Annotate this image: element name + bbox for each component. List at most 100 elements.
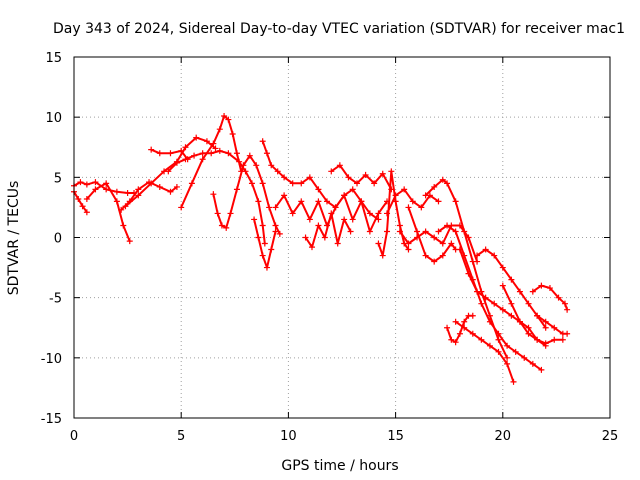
data-point bbox=[512, 348, 519, 355]
data-point bbox=[233, 186, 240, 193]
data-point bbox=[328, 168, 335, 175]
axis-ticks: 0 5 10 15 20 25 -15 -10 -5 0 5 10 15 bbox=[41, 51, 619, 444]
data-point bbox=[469, 258, 476, 265]
series-trace bbox=[454, 320, 515, 383]
x-tick-label: 10 bbox=[280, 429, 297, 444]
y-tick-label: 10 bbox=[45, 111, 62, 126]
data-point bbox=[261, 240, 268, 247]
data-point bbox=[478, 336, 485, 343]
data-point bbox=[79, 203, 86, 210]
y-tick-label: 15 bbox=[45, 51, 62, 66]
data-point bbox=[126, 238, 133, 245]
series-trace bbox=[304, 212, 352, 249]
data-point bbox=[504, 354, 511, 361]
data-point bbox=[281, 174, 288, 181]
data-point bbox=[315, 186, 322, 193]
series-trace bbox=[501, 284, 547, 347]
data-point bbox=[210, 140, 217, 147]
data-point bbox=[113, 198, 120, 205]
data-point bbox=[315, 222, 322, 229]
data-point bbox=[508, 300, 515, 307]
series-arc-8 bbox=[178, 112, 245, 211]
data-point bbox=[405, 240, 412, 247]
data-point bbox=[148, 146, 155, 153]
data-point bbox=[495, 336, 502, 343]
data-point bbox=[203, 138, 210, 145]
data-point bbox=[255, 234, 262, 241]
series-arc-22 bbox=[452, 318, 517, 385]
x-tick-label: 5 bbox=[177, 429, 185, 444]
x-tick-label: 20 bbox=[495, 429, 512, 444]
data-point bbox=[103, 180, 110, 187]
data-point bbox=[227, 210, 234, 217]
data-point bbox=[422, 192, 429, 199]
data-point bbox=[253, 162, 260, 169]
data-point bbox=[167, 150, 174, 157]
data-point bbox=[199, 156, 206, 163]
data-point bbox=[534, 312, 541, 319]
data-point bbox=[354, 180, 361, 187]
grid bbox=[74, 57, 610, 418]
data-point bbox=[392, 192, 399, 199]
series-arc-7 bbox=[165, 147, 268, 247]
data-point bbox=[83, 181, 90, 188]
data-point bbox=[208, 150, 215, 157]
data-point bbox=[341, 192, 348, 199]
series-arc-20 bbox=[435, 222, 545, 373]
series-arc-3 bbox=[83, 180, 133, 245]
data-point bbox=[508, 312, 515, 319]
data-point bbox=[538, 282, 545, 289]
data-point bbox=[302, 234, 309, 241]
data-point bbox=[396, 228, 403, 235]
data-point bbox=[534, 336, 541, 343]
data-point bbox=[444, 222, 451, 229]
data-point bbox=[259, 138, 266, 145]
data-point bbox=[199, 150, 206, 157]
data-point bbox=[366, 228, 373, 235]
y-tick-label: 5 bbox=[54, 171, 62, 186]
data-point bbox=[486, 318, 493, 325]
data-point bbox=[499, 264, 506, 271]
data-point bbox=[439, 252, 446, 259]
data-point bbox=[276, 230, 283, 237]
data-point bbox=[555, 294, 562, 301]
data-point bbox=[272, 204, 279, 211]
data-point bbox=[298, 198, 305, 205]
data-point bbox=[336, 162, 343, 169]
data-point bbox=[289, 210, 296, 217]
data-point bbox=[259, 252, 266, 259]
data-point bbox=[435, 198, 442, 205]
y-tick-label: -10 bbox=[41, 352, 62, 367]
data-point bbox=[564, 306, 571, 313]
data-point bbox=[516, 288, 523, 295]
data-point bbox=[255, 198, 262, 205]
data-point bbox=[165, 168, 172, 175]
data-point bbox=[469, 330, 476, 337]
data-point bbox=[120, 222, 127, 229]
data-point bbox=[193, 134, 200, 141]
data-point bbox=[156, 183, 163, 190]
data-point bbox=[223, 224, 230, 231]
data-point bbox=[482, 294, 489, 301]
data-point bbox=[375, 240, 382, 247]
data-point bbox=[347, 228, 354, 235]
data-point bbox=[409, 198, 416, 205]
data-point bbox=[349, 216, 356, 223]
data-point bbox=[444, 180, 451, 187]
data-point bbox=[263, 150, 270, 157]
data-point bbox=[401, 186, 408, 193]
data-point bbox=[538, 366, 545, 373]
data-point bbox=[448, 240, 455, 247]
data-point bbox=[495, 348, 502, 355]
series-trace bbox=[73, 190, 88, 214]
x-tick-label: 15 bbox=[387, 429, 404, 444]
data-point bbox=[298, 180, 305, 187]
data-point bbox=[469, 312, 476, 319]
data-point bbox=[499, 282, 506, 289]
series-trace bbox=[377, 170, 410, 257]
data-point bbox=[334, 240, 341, 247]
data-point bbox=[263, 264, 270, 271]
data-point bbox=[92, 179, 99, 186]
data-point bbox=[561, 300, 568, 307]
data-point bbox=[495, 330, 502, 337]
